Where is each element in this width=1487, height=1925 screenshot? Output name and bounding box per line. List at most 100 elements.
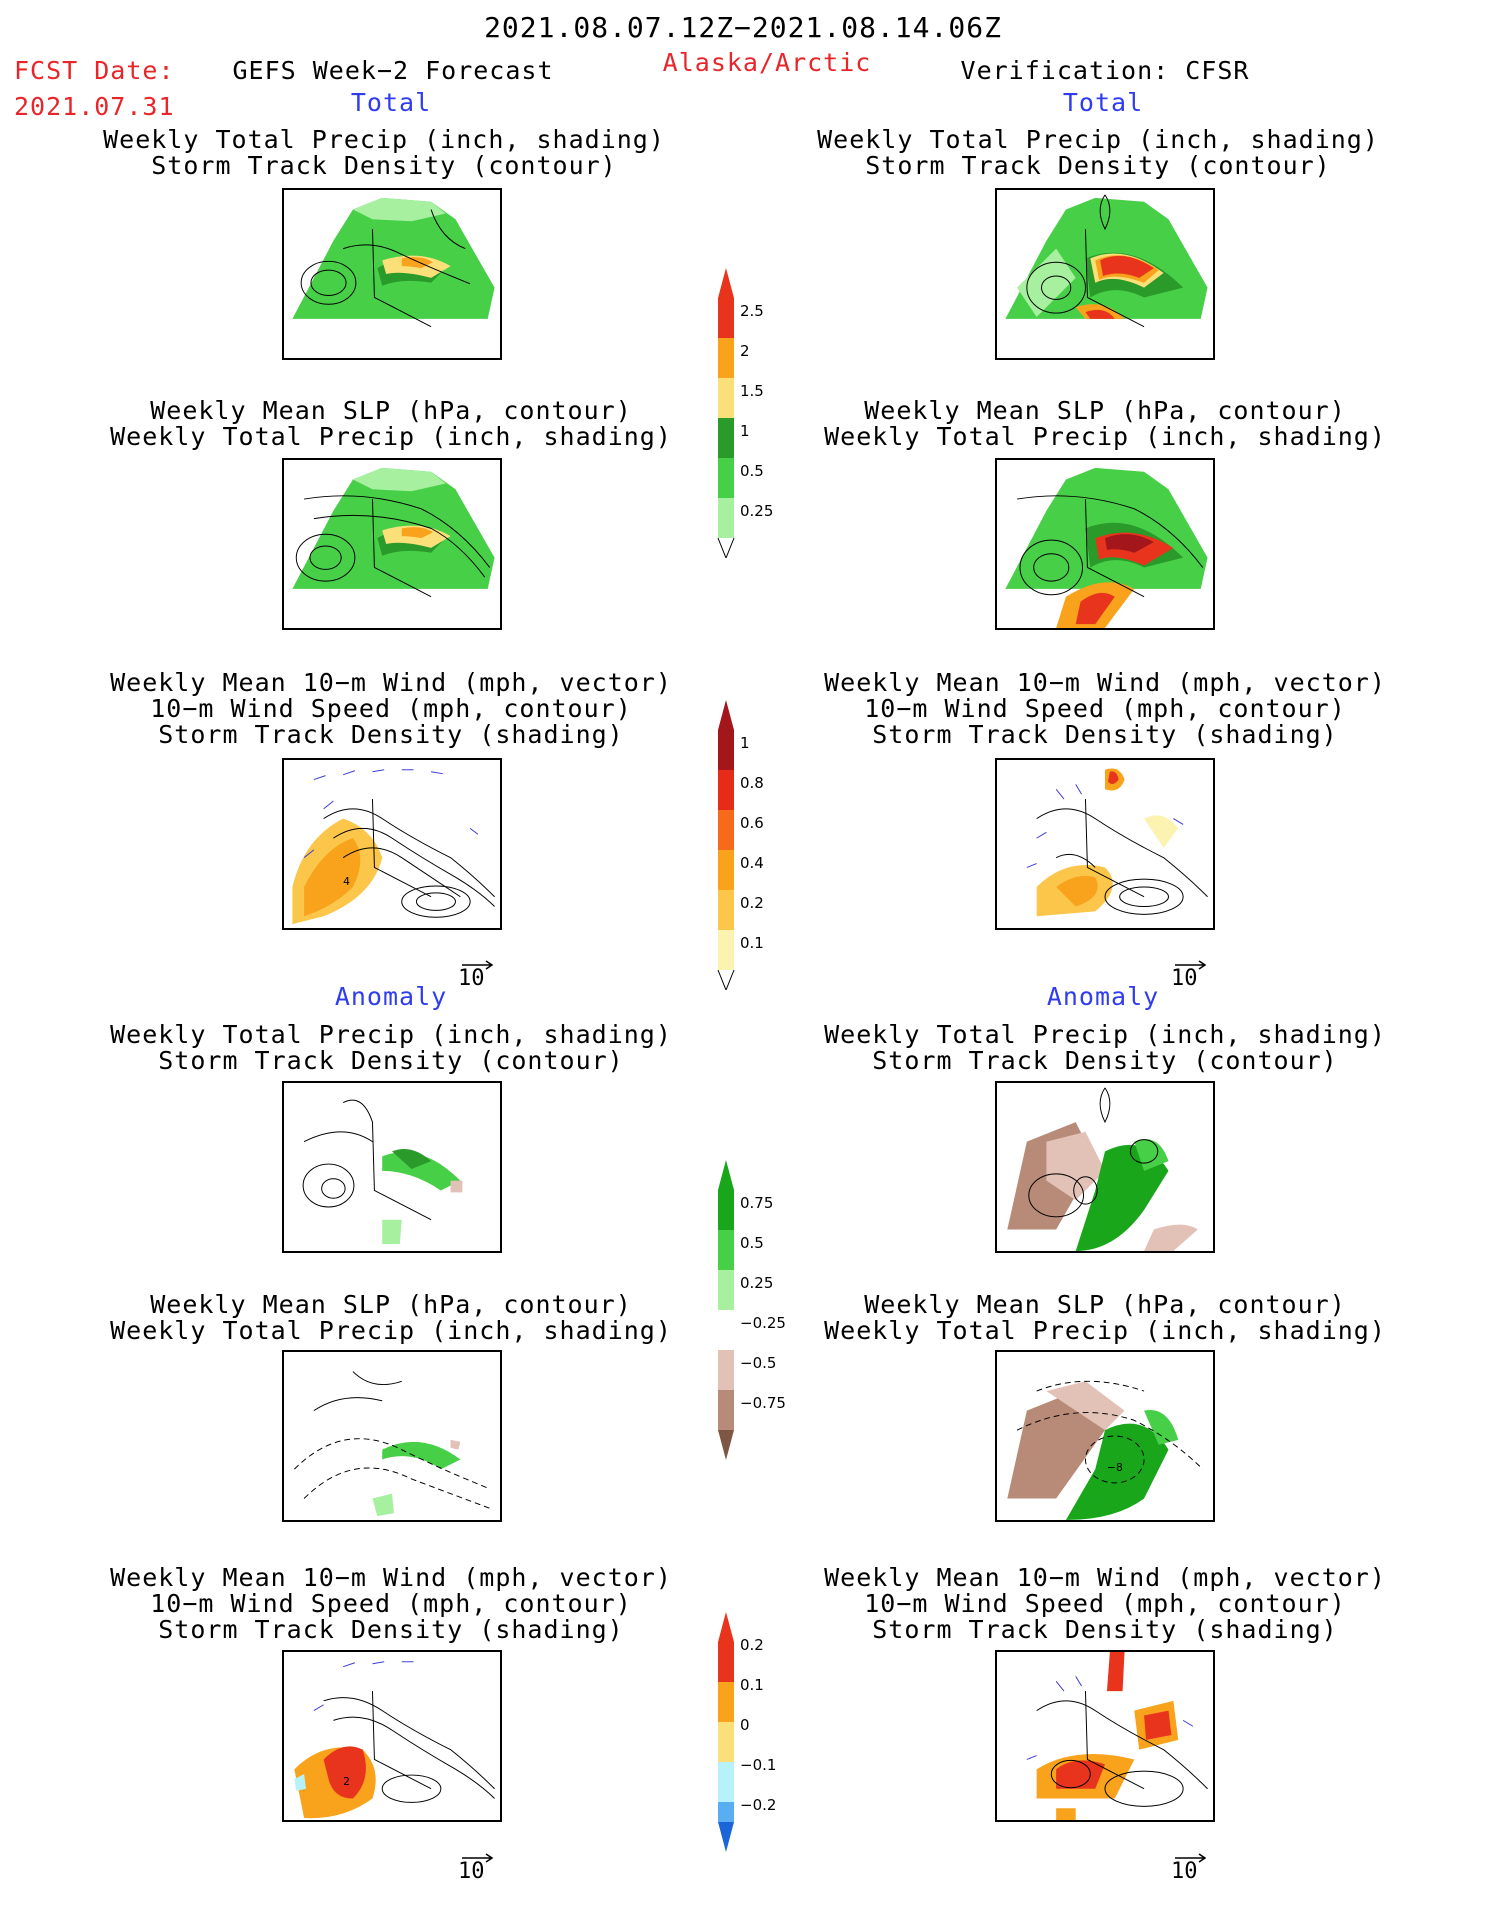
- colorbar-tick-label: 0.4: [740, 854, 764, 872]
- caption-line: Weekly Mean SLP (hPa, contour): [150, 396, 632, 425]
- arrow-right-icon: [1175, 960, 1207, 970]
- vector-reference-label: 10: [458, 1859, 485, 1884]
- caption-slp-precip-total-right: Weekly Mean SLP (hPa, contour) Weekly To…: [824, 398, 1386, 450]
- caption-line: Weekly Mean 10−m Wind (mph, vector): [110, 1563, 672, 1592]
- caption-line: Weekly Total Precip (inch, shading): [103, 125, 665, 154]
- colorbar-tick-label: 1.5: [740, 382, 764, 400]
- caption-slp-precip-anom-right: Weekly Mean SLP (hPa, contour) Weekly To…: [824, 1292, 1386, 1344]
- caption-line: 10−m Wind Speed (mph, contour): [150, 1589, 632, 1618]
- section-anomaly-left: Anomaly: [334, 982, 448, 1011]
- colorbar-tick-label: 0.1: [740, 934, 764, 952]
- map-wind-storm-total-verification: [995, 758, 1215, 930]
- colorbar-tick-label: 0.5: [740, 462, 764, 480]
- colorbar-tick-label: 0.6: [740, 814, 764, 832]
- caption-precip-storm-anom-right: Weekly Total Precip (inch, shading) Stor…: [824, 1022, 1386, 1074]
- caption-precip-storm-total-left: Weekly Total Precip (inch, shading) Stor…: [103, 127, 665, 179]
- map-wind-storm-anom-verification: [995, 1650, 1215, 1822]
- caption-line: Weekly Mean 10−m Wind (mph, vector): [824, 1563, 1386, 1592]
- caption-line: Storm Track Density (contour): [151, 151, 617, 180]
- caption-slp-precip-anom-left: Weekly Mean SLP (hPa, contour) Weekly To…: [110, 1292, 672, 1344]
- colorbar-tick-label: 2.5: [740, 302, 764, 320]
- caption-wind-storm-total-left: Weekly Mean 10−m Wind (mph, vector) 10−m…: [110, 670, 672, 748]
- fcst-date-label: FCST Date:: [14, 56, 175, 85]
- product-title: GEFS Week−2 Forecast: [232, 56, 554, 85]
- map-precip-storm-total-forecast: [282, 188, 502, 360]
- colorbar-tick-label: 0.8: [740, 774, 764, 792]
- vector-reference-total-left: 10: [458, 956, 496, 991]
- caption-line: Weekly Total Precip (inch, shading): [110, 422, 672, 451]
- caption-line: Weekly Mean SLP (hPa, contour): [150, 1290, 632, 1319]
- caption-line: Weekly Total Precip (inch, shading): [817, 125, 1379, 154]
- caption-line: Storm Track Density (contour): [865, 151, 1331, 180]
- caption-slp-precip-total-left: Weekly Mean SLP (hPa, contour) Weekly To…: [110, 398, 672, 450]
- colorbar-tick-label: 0.75: [740, 1194, 774, 1212]
- map-slp-precip-total-forecast: [282, 458, 502, 630]
- caption-line: 10−m Wind Speed (mph, contour): [864, 694, 1346, 723]
- caption-precip-storm-total-right: Weekly Total Precip (inch, shading) Stor…: [817, 127, 1379, 179]
- colorbar-tick-label: 0.1: [740, 1676, 764, 1694]
- colorbar-precip-total: 2.5 2 1.5 1 0.5 0.25: [716, 268, 776, 558]
- colorbar-tick-label: −0.75: [740, 1394, 786, 1412]
- contour-label: 2: [343, 1775, 350, 1788]
- colorbar-tick-label: 0.2: [740, 894, 764, 912]
- caption-line: Storm Track Density (shading): [872, 1615, 1338, 1644]
- caption-line: Storm Track Density (contour): [872, 1046, 1338, 1075]
- map-wind-storm-total-forecast: 4: [282, 758, 502, 930]
- caption-line: Weekly Total Precip (inch, shading): [824, 422, 1386, 451]
- caption-line: Weekly Total Precip (inch, shading): [824, 1020, 1386, 1049]
- caption-precip-storm-anom-left: Weekly Total Precip (inch, shading) Stor…: [110, 1022, 672, 1074]
- region-title: Alaska/Arctic: [662, 48, 872, 77]
- contour-label: 4: [343, 875, 350, 888]
- vector-reference-total-right: 10: [1171, 956, 1209, 991]
- caption-line: Weekly Total Precip (inch, shading): [110, 1020, 672, 1049]
- colorbar-tick-label: 1: [740, 734, 750, 752]
- date-range-title: 2021.08.07.12Z−2021.08.14.06Z: [484, 11, 1002, 44]
- map-precip-storm-anom-forecast: [282, 1081, 502, 1253]
- vector-reference-label: 10: [1171, 1859, 1198, 1884]
- colorbar-precip-total-scale: [717, 268, 735, 558]
- vector-reference-anom-left: 10: [458, 1849, 496, 1884]
- colorbar-tick-label: −0.2: [740, 1796, 777, 1814]
- caption-line: 10−m Wind Speed (mph, contour): [150, 694, 632, 723]
- caption-wind-storm-anom-left: Weekly Mean 10−m Wind (mph, vector) 10−m…: [110, 1565, 672, 1643]
- contour-label: −8: [1107, 1461, 1123, 1474]
- map-slp-precip-anom-verification: −8: [995, 1350, 1215, 1522]
- colorbar-tick-label: −0.25: [740, 1314, 786, 1332]
- caption-wind-storm-total-right: Weekly Mean 10−m Wind (mph, vector) 10−m…: [824, 670, 1386, 748]
- colorbar-precip-anom: 0.75 0.5 0.25 −0.25 −0.5 −0.75: [716, 1160, 786, 1460]
- map-slp-precip-total-verification: [995, 458, 1215, 630]
- caption-line: Storm Track Density (shading): [158, 720, 624, 749]
- caption-line: Weekly Mean SLP (hPa, contour): [864, 1290, 1346, 1319]
- colorbar-storm-total-scale: [717, 700, 735, 990]
- colorbar-tick-label: 0.2: [740, 1636, 764, 1654]
- colorbar-tick-label: 0.25: [740, 502, 774, 520]
- arrow-right-icon: [462, 960, 494, 970]
- map-precip-storm-anom-verification: [995, 1081, 1215, 1253]
- caption-wind-storm-anom-right: Weekly Mean 10−m Wind (mph, vector) 10−m…: [824, 1565, 1386, 1643]
- map-wind-storm-anom-forecast: 2: [282, 1650, 502, 1822]
- colorbar-tick-label: 2: [740, 342, 750, 360]
- caption-line: Weekly Mean 10−m Wind (mph, vector): [824, 668, 1386, 697]
- caption-line: Weekly Total Precip (inch, shading): [110, 1316, 672, 1345]
- vector-reference-label: 10: [458, 966, 485, 991]
- colorbar-tick-label: 0.25: [740, 1274, 774, 1292]
- colorbar-tick-label: 0: [740, 1716, 750, 1734]
- map-precip-storm-total-verification: [995, 188, 1215, 360]
- colorbar-storm-anom: 0.2 0.1 0 −0.1 −0.2: [716, 1612, 786, 1852]
- caption-line: Weekly Mean 10−m Wind (mph, vector): [110, 668, 672, 697]
- caption-line: 10−m Wind Speed (mph, contour): [864, 1589, 1346, 1618]
- section-anomaly-right: Anomaly: [1046, 982, 1160, 1011]
- colorbar-tick-label: 0.5: [740, 1234, 764, 1252]
- colorbar-tick-label: −0.5: [740, 1354, 777, 1372]
- arrow-right-icon: [1175, 1853, 1207, 1863]
- colorbar-storm-anom-scale: [718, 1612, 734, 1852]
- arrow-right-icon: [462, 1853, 494, 1863]
- fcst-date-value: 2021.07.31: [14, 92, 175, 121]
- colorbar-precip-anom-scale: [718, 1160, 734, 1460]
- colorbar-tick-label: −0.1: [740, 1756, 777, 1774]
- caption-line: Weekly Mean SLP (hPa, contour): [864, 396, 1346, 425]
- verification-title: Verification: CFSR: [960, 56, 1250, 85]
- caption-line: Weekly Total Precip (inch, shading): [824, 1316, 1386, 1345]
- caption-line: Storm Track Density (contour): [158, 1046, 624, 1075]
- section-total-right: Total: [1062, 88, 1144, 117]
